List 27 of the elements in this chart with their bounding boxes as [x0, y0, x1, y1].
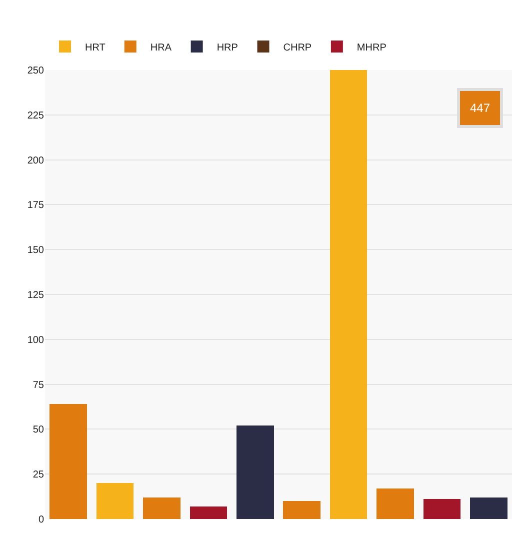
y-tick-label: 75: [32, 380, 44, 391]
bar: [143, 497, 180, 519]
legend-label: HRA: [150, 42, 172, 54]
y-tick-label: 0: [38, 514, 44, 526]
bar: [330, 70, 368, 519]
bar: [96, 483, 134, 519]
legend-label: CHRP: [283, 42, 312, 54]
y-tick-label: 225: [27, 110, 44, 122]
bar: [470, 497, 508, 519]
bar: [376, 488, 414, 519]
legend-label: HRP: [216, 42, 238, 54]
y-tick-label: 150: [27, 245, 44, 256]
y-tick-label: 100: [27, 334, 44, 346]
y-tick-label: 125: [27, 290, 44, 301]
bar: [236, 426, 274, 519]
y-tick-label: 175: [27, 200, 44, 212]
bar: [50, 404, 88, 519]
y-tick-label: 25: [32, 470, 44, 481]
y-tick-label: 200: [27, 155, 44, 166]
bar: [190, 506, 228, 519]
y-tick-label: 250: [27, 66, 44, 76]
bar: [283, 501, 321, 519]
legend-label: MHRP: [356, 42, 387, 54]
y-tick-label: 50: [32, 424, 44, 436]
bar: [423, 499, 461, 519]
annotation: 447: [470, 101, 490, 115]
legend-label: HRT: [85, 42, 106, 54]
